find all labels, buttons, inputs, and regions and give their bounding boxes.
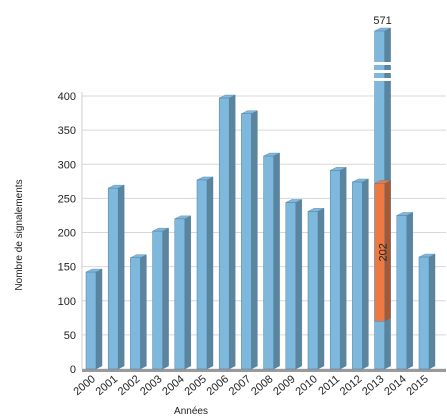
x-tick-label-2001: 2001 — [94, 373, 120, 398]
axis-break-gap — [373, 78, 392, 81]
x-axis-title: Années — [174, 406, 208, 417]
y-tick-label: 400 — [58, 91, 76, 103]
x-tick-label-2013: 2013 — [360, 373, 386, 398]
x-tick-label-2007: 2007 — [227, 373, 253, 398]
bar-2005 — [196, 176, 214, 370]
bar-2007 — [241, 110, 258, 370]
y-axis-title: Nombre de signalements — [14, 179, 25, 290]
bar-2006 — [218, 94, 236, 370]
x-axis-ticks: 2000200120022003200420052006200720082009… — [71, 373, 430, 398]
y-tick-label: 350 — [58, 125, 76, 137]
y-tick-label: 0 — [70, 364, 76, 376]
data-label-total: 571 — [373, 15, 391, 27]
y-tick-label: 300 — [58, 159, 76, 171]
y-tick-label: 50 — [64, 330, 76, 342]
x-tick-label-2003: 2003 — [138, 373, 164, 398]
y-tick-label: 250 — [58, 193, 76, 205]
axis-break-gap — [373, 62, 392, 65]
bar-2000 — [85, 268, 103, 370]
x-tick-label-2011: 2011 — [316, 373, 342, 397]
data-label-segment: 202 — [378, 243, 390, 261]
bar-2012 — [352, 178, 369, 370]
bar-2002 — [130, 254, 147, 370]
bar-2009 — [285, 199, 302, 370]
x-tick-label-2009: 2009 — [271, 373, 297, 398]
x-tick-label-2014: 2014 — [382, 373, 408, 398]
bar-2011 — [329, 167, 347, 370]
bar-2004 — [174, 215, 192, 370]
x-tick-label-2015: 2015 — [404, 373, 430, 398]
bar-2010 — [307, 208, 325, 370]
bar-2001 — [107, 184, 125, 370]
x-axis-line — [82, 369, 446, 372]
axis-break-gap — [373, 70, 392, 73]
data-labels: 571 202 — [373, 15, 391, 261]
x-tick-label-2008: 2008 — [249, 373, 275, 398]
bar-2014 — [396, 212, 413, 370]
y-axis-ticks: 0 50 100 150 200 250 300 350 400 — [58, 91, 76, 376]
x-tick-label-2005: 2005 — [182, 373, 208, 398]
x-tick-label-2010: 2010 — [293, 373, 319, 398]
bars — [85, 27, 436, 370]
x-tick-label-2002: 2002 — [116, 373, 142, 398]
y-tick-label: 200 — [58, 228, 76, 240]
x-tick-label-2004: 2004 — [160, 373, 186, 398]
y-tick-label: 100 — [58, 296, 76, 308]
bar-2003 — [152, 227, 169, 370]
bar-2008 — [263, 152, 280, 370]
x-tick-label-2012: 2012 — [338, 373, 364, 398]
highlight-bar-2013 — [374, 180, 391, 322]
x-tick-label-2000: 2000 — [71, 373, 97, 398]
y-tick-label: 150 — [58, 262, 76, 274]
x-tick-label-2006: 2006 — [205, 373, 231, 398]
bar-2015 — [418, 253, 436, 370]
